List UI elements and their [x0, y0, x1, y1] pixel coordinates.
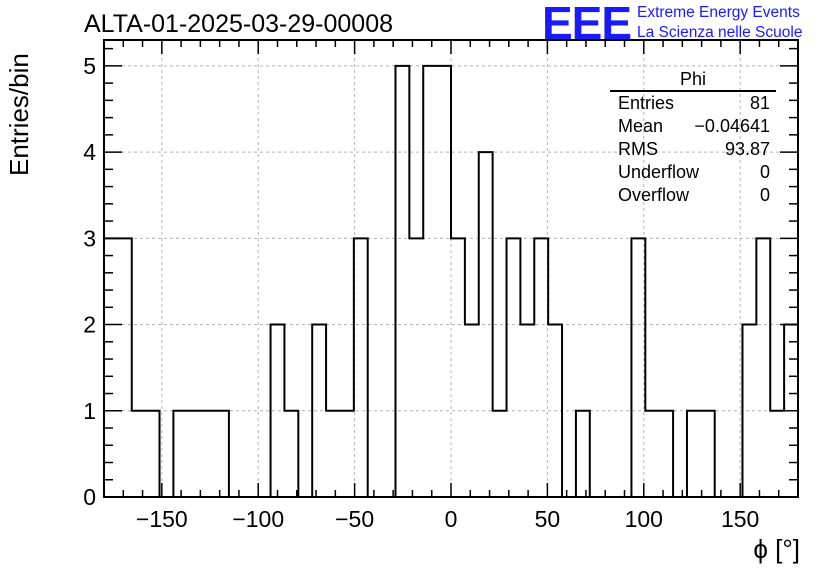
y-axis-label: Entries/bin — [4, 53, 34, 176]
y-tick-label: 2 — [83, 312, 96, 338]
y-tick-label: 3 — [83, 225, 96, 251]
x-tick-label: 0 — [445, 506, 458, 532]
y-tick-label: 1 — [83, 398, 96, 424]
x-tick-label: 150 — [721, 506, 759, 532]
y-tick-label: 0 — [83, 484, 96, 510]
y-tick-label: 5 — [83, 53, 96, 79]
stats-row-rms: RMS 93.87 — [618, 139, 770, 159]
x-tick-label: −50 — [335, 506, 374, 532]
eee-logo-line-1: Extreme Energy Events — [637, 4, 800, 21]
stats-row-entries: Entries 81 — [618, 93, 770, 113]
x-tick-label: 50 — [535, 506, 561, 532]
stats-row-mean: Mean −0.04641 — [618, 116, 770, 136]
x-tick-label: −150 — [136, 506, 188, 532]
x-tick-label: −100 — [232, 506, 284, 532]
y-tick-label: 4 — [83, 139, 96, 165]
eee-logo: EEE — [542, 0, 632, 49]
stats-row-underflow: Underflow 0 — [618, 162, 770, 182]
eee-logo-line-2: La Scienza nelle Scuole — [637, 24, 803, 41]
stats-title: Phi — [610, 68, 776, 92]
stats-row-overflow: Overflow 0 — [618, 185, 770, 205]
stats-box: Phi Entries 81 Mean −0.04641 RMS 93.87 Unde… — [610, 68, 776, 207]
x-axis-label: ϕ [°] — [753, 534, 800, 564]
chart-title: ALTA-01-2025-03-29-00008 — [84, 10, 393, 38]
x-tick-label: 100 — [625, 506, 663, 532]
